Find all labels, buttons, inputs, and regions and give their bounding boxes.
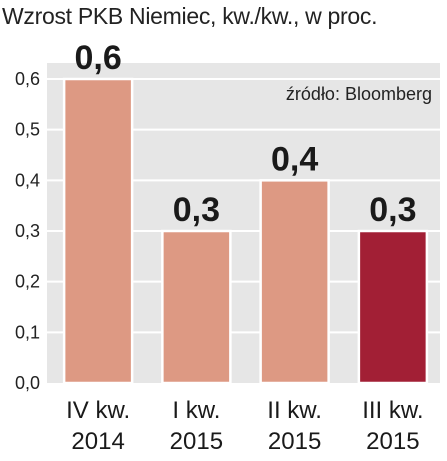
y-tick-label: 0,4 bbox=[15, 170, 40, 190]
x-category-label: I kw. bbox=[172, 397, 220, 424]
bar[interactable] bbox=[357, 229, 429, 385]
bar-value-label: 0,3 bbox=[173, 191, 220, 229]
y-tick-label: 0,2 bbox=[15, 272, 40, 292]
bar-value-label: 0,4 bbox=[271, 140, 318, 178]
bar[interactable] bbox=[259, 179, 330, 385]
y-tick-label: 0,5 bbox=[15, 120, 40, 140]
bar-value-label: 0,6 bbox=[74, 39, 121, 77]
bar[interactable] bbox=[62, 77, 134, 385]
chart-title: Wzrost PKB Niemiec, kw./kw., w proc. bbox=[2, 3, 378, 29]
x-category-label: IV kw. bbox=[66, 397, 130, 424]
bar[interactable] bbox=[161, 229, 232, 385]
x-category-label: III kw. bbox=[362, 397, 423, 424]
y-tick-label: 0,6 bbox=[15, 69, 40, 89]
y-tick-label: 0,1 bbox=[15, 322, 40, 342]
x-category-year-label: 2015 bbox=[170, 428, 223, 455]
y-tick-label: 0,3 bbox=[15, 221, 40, 241]
source-note: źródło: Bloomberg bbox=[286, 84, 432, 104]
bar-value-label: 0,3 bbox=[369, 191, 416, 229]
y-tick-label: 0,0 bbox=[15, 373, 40, 393]
x-category-year-label: 2015 bbox=[268, 428, 321, 455]
x-category-year-label: 2015 bbox=[366, 428, 419, 455]
x-category-year-label: 2014 bbox=[71, 428, 124, 455]
x-category-label: II kw. bbox=[267, 397, 322, 424]
